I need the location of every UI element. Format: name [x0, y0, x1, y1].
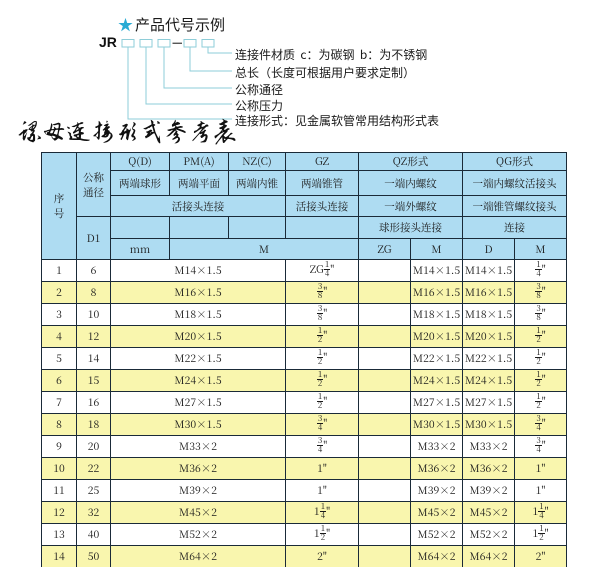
svg-text:JR: JR — [99, 34, 117, 50]
